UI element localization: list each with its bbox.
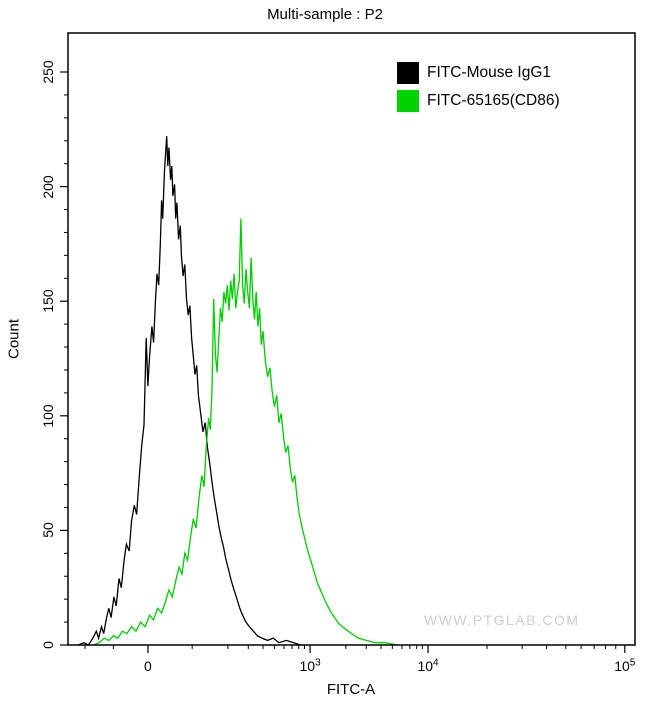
series-curve-1 [93,218,398,646]
series-curve-0 [77,136,301,646]
chart-title: Multi-sample : P2 [267,6,383,23]
plot-frame [67,32,636,646]
